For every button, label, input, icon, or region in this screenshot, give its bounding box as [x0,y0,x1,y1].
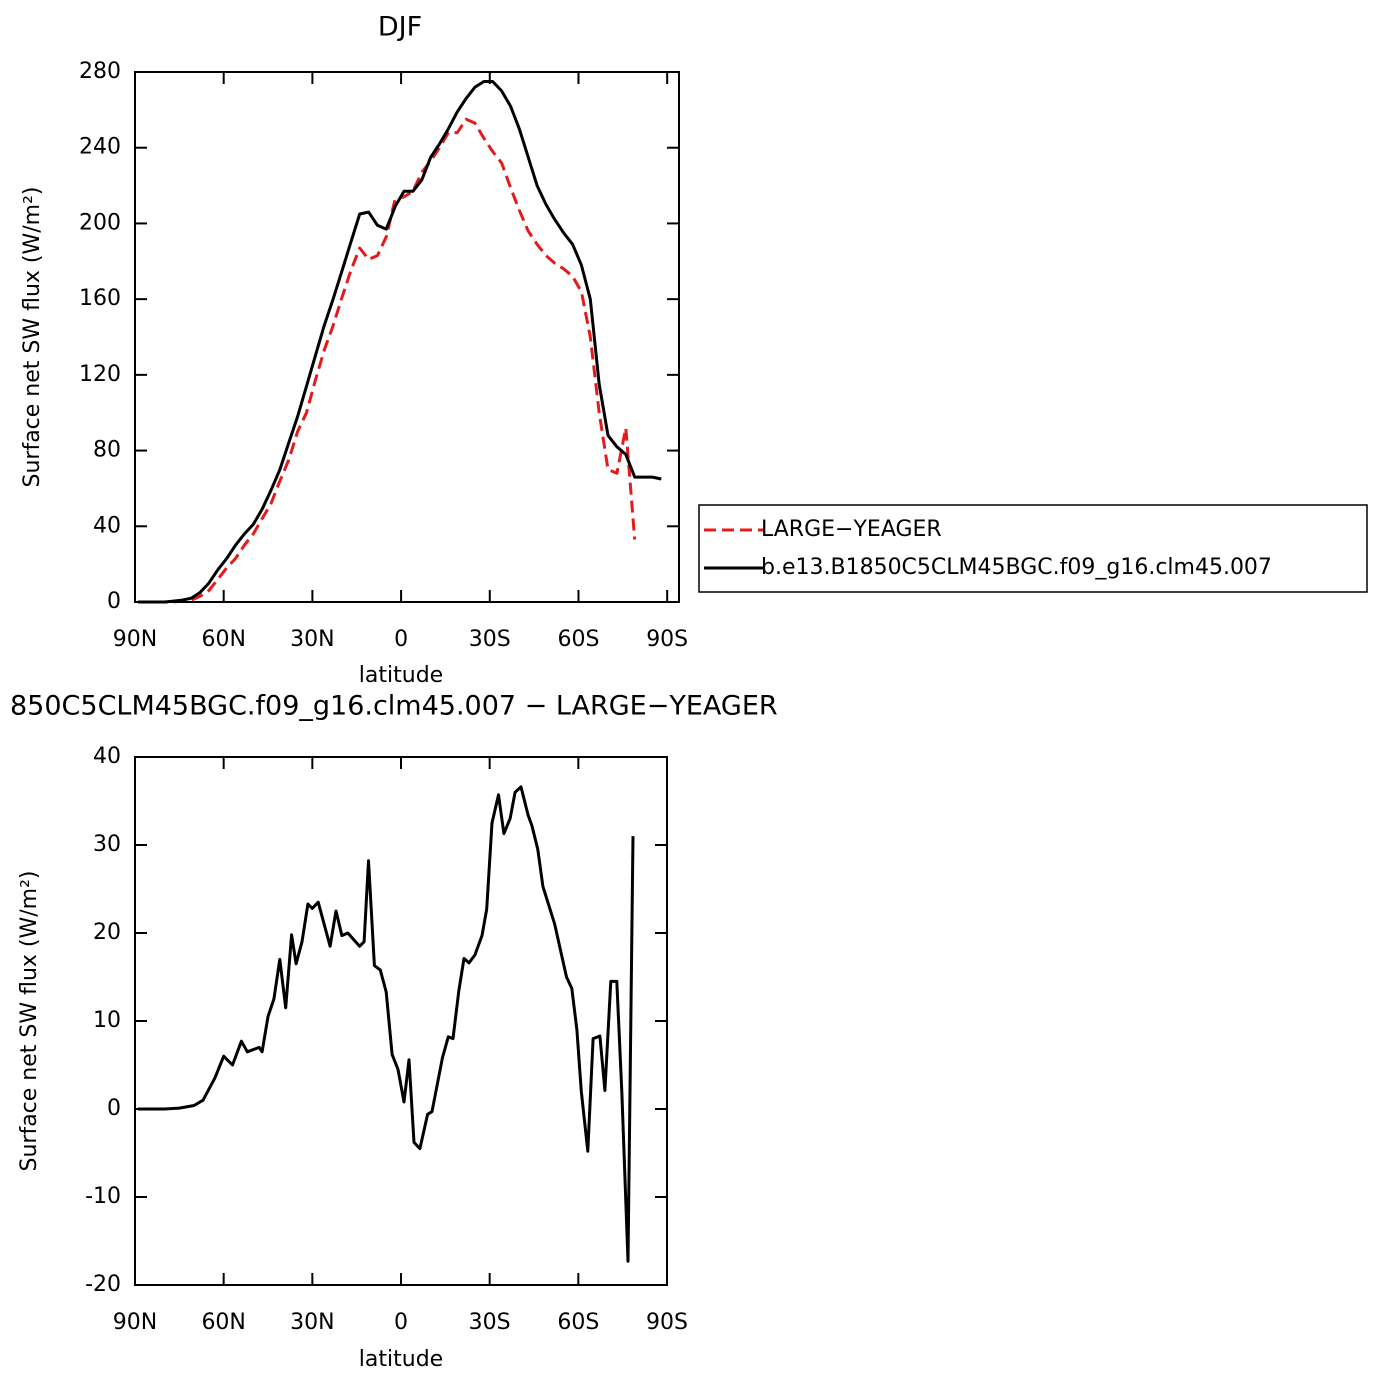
y-axis-label: Surface net SW flux (W/m²) [20,186,45,487]
chart-title: DJF [378,12,422,43]
y-tick-label: 0 [107,589,121,614]
x-tick-label: 60N [201,1310,245,1335]
y-tick-label: 200 [79,210,121,235]
data-line [138,80,662,604]
y-tick-label: 30 [93,832,121,857]
x-tick-label: 90S [646,1310,688,1335]
legend-box [698,504,1368,593]
chart-title: 850C5CLM45BGC.f09_g16.clm45.007 − LARGE−… [10,691,778,722]
y-tick-label: 160 [79,286,121,311]
x-tick-label: 90N [113,627,157,652]
y-tick-label: 0 [107,1096,121,1121]
y-tick-label: 40 [93,744,121,769]
data-line [138,117,637,604]
x-tick-label: 30N [290,627,334,652]
y-tick-label: 20 [93,920,121,945]
y-axis-label: Surface net SW flux (W/m²) [17,870,42,1171]
y-tick-label: -10 [85,1184,121,1209]
y-tick-label: 10 [93,1008,121,1033]
plot-frame [134,756,668,1286]
y-tick-label: 40 [93,513,121,538]
x-axis-label: latitude [359,1347,443,1372]
x-tick-label: 30S [469,1310,511,1335]
x-tick-label: 60S [557,1310,599,1335]
y-tick-label: 280 [79,59,121,84]
x-axis-label: latitude [359,663,443,688]
y-tick-label: 120 [79,362,121,387]
x-tick-label: 60S [557,627,599,652]
y-tick-label: 240 [79,135,121,160]
x-tick-label: 90N [113,1310,157,1335]
legend-label: b.e13.B1850C5CLM45BGC.f09_g16.clm45.007 [761,555,1272,580]
x-tick-label: 30S [469,627,511,652]
y-tick-label: -20 [85,1272,121,1297]
x-tick-label: 0 [394,627,408,652]
x-tick-label: 0 [394,1310,408,1335]
data-line [138,785,635,1263]
x-tick-label: 30N [290,1310,334,1335]
plot-frame [134,71,680,603]
legend-label: LARGE−YEAGER [761,517,942,542]
y-tick-label: 80 [93,438,121,463]
x-tick-label: 60N [201,627,245,652]
x-tick-label: 90S [646,627,688,652]
